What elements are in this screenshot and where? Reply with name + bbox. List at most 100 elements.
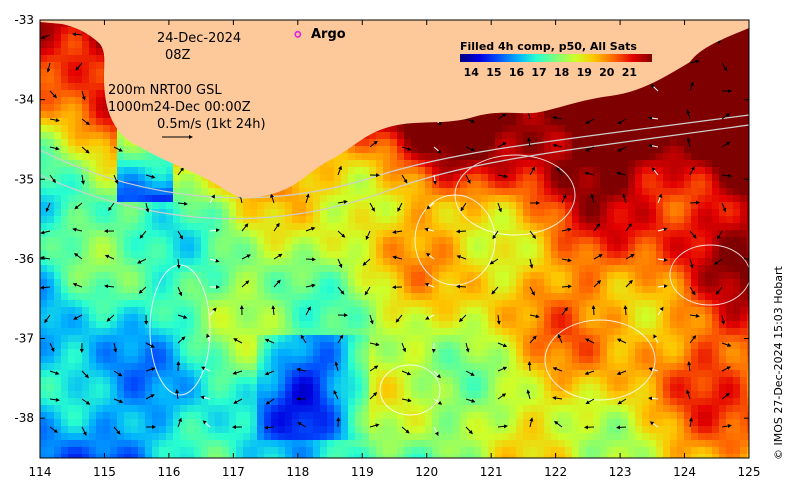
sst-cell (733, 349, 741, 357)
sst-cell (572, 223, 580, 231)
sst-cell (439, 167, 447, 175)
sst-cell (369, 223, 377, 231)
sst-cell (285, 258, 293, 266)
sst-cell (649, 279, 657, 287)
sst-cell (292, 230, 300, 238)
sst-cell (159, 286, 167, 294)
sst-cell (635, 237, 643, 245)
sst-cell (222, 209, 230, 217)
sst-cell (565, 321, 573, 329)
sst-cell (558, 356, 566, 364)
sst-cell (488, 181, 496, 189)
sst-cell (607, 160, 615, 168)
sst-cell (628, 146, 636, 154)
sst-cell (40, 181, 48, 189)
sst-cell (579, 293, 587, 301)
sst-cell (719, 195, 727, 203)
sst-cell (726, 55, 734, 63)
sst-cell (460, 272, 468, 280)
sst-cell (551, 181, 559, 189)
sst-cell (299, 286, 307, 294)
sst-cell (145, 279, 153, 287)
sst-cell (600, 202, 608, 210)
sst-cell (131, 160, 139, 168)
plot-area (40, 20, 749, 458)
sst-cell (733, 251, 741, 259)
sst-cell (47, 286, 55, 294)
sst-cell (40, 48, 48, 56)
sst-cell (558, 244, 566, 252)
sst-cell (313, 174, 321, 182)
sst-cell (558, 314, 566, 322)
sst-cell (656, 244, 664, 252)
sst-cell (152, 265, 160, 273)
sst-cell (586, 181, 594, 189)
sst-cell (635, 223, 643, 231)
sst-cell (684, 230, 692, 238)
sst-cell (705, 111, 713, 119)
sst-cell (558, 279, 566, 287)
sst-cell (670, 300, 678, 308)
sst-cell (698, 132, 706, 140)
sst-cell (194, 293, 202, 301)
sst-cell (138, 216, 146, 224)
sst-cell (425, 293, 433, 301)
sst-cell (719, 181, 727, 189)
sst-cell (390, 237, 398, 245)
sst-cell (747, 279, 749, 287)
sst-cell (96, 223, 104, 231)
sst-cell (243, 300, 251, 308)
sst-cell (670, 118, 678, 126)
sst-cell (698, 202, 706, 210)
sst-cell (432, 223, 440, 231)
sst-cell (257, 195, 265, 203)
sst-cell (82, 160, 90, 168)
sst-cell (453, 279, 461, 287)
sst-cell (607, 111, 615, 119)
sst-cell (572, 153, 580, 161)
sst-cell (411, 174, 419, 182)
sst-cell (677, 216, 685, 224)
sst-cell (61, 132, 69, 140)
sst-cell (712, 251, 720, 259)
sst-cell (523, 160, 531, 168)
sst-cell (460, 230, 468, 238)
sst-cell (481, 286, 489, 294)
sst-cell (313, 321, 321, 329)
sst-cell (334, 342, 342, 350)
sst-cell (201, 265, 209, 273)
sst-cell (138, 251, 146, 259)
sst-cell (642, 307, 650, 315)
sst-cell (208, 265, 216, 273)
sst-cell (61, 293, 69, 301)
sst-cell (586, 97, 594, 105)
sst-cell (54, 111, 62, 119)
sst-cell (509, 202, 517, 210)
sst-cell (299, 279, 307, 287)
sst-cell (173, 174, 181, 182)
sst-cell (747, 321, 749, 329)
sst-cell (460, 195, 468, 203)
sst-cell (509, 335, 517, 343)
sst-cell (61, 321, 69, 329)
sst-cell (481, 251, 489, 259)
sst-cell (397, 167, 405, 175)
sst-cell (418, 349, 426, 357)
sst-cell (446, 349, 454, 357)
sst-cell (222, 202, 230, 210)
sst-cell (418, 132, 426, 140)
sst-cell (740, 342, 748, 350)
sst-cell (61, 34, 69, 42)
sst-cell (621, 216, 629, 224)
sst-cell (586, 125, 594, 133)
sst-cell (82, 41, 90, 49)
sst-cell (75, 258, 83, 266)
sst-cell (313, 265, 321, 273)
sst-cell (327, 237, 335, 245)
sst-cell (229, 314, 237, 322)
sst-cell (565, 349, 573, 357)
sst-cell (341, 160, 349, 168)
sst-cell (558, 125, 566, 133)
sst-cell (670, 307, 678, 315)
sst-cell (390, 202, 398, 210)
